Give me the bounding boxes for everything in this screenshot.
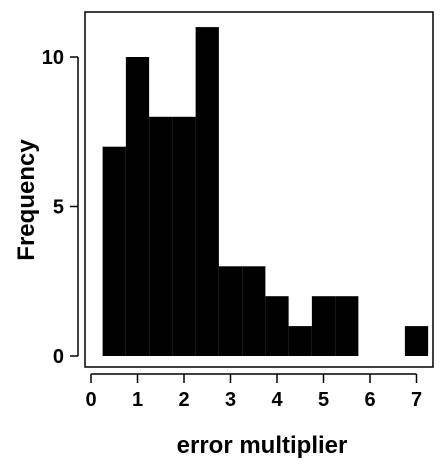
histogram-bar <box>288 326 312 356</box>
histogram-bar <box>125 57 150 356</box>
histogram-bar <box>311 296 336 356</box>
histogram-bar <box>242 266 266 356</box>
histogram-bar <box>335 296 359 356</box>
histogram-bar <box>149 116 173 356</box>
x-tick-label: 4 <box>271 389 283 411</box>
histogram-bars <box>102 27 429 356</box>
y-tick-label: 0 <box>53 346 64 368</box>
histogram-bar <box>404 326 429 356</box>
y-tick-label: 10 <box>42 47 64 69</box>
x-tick-label: 1 <box>132 389 143 411</box>
plot-frame <box>84 11 434 368</box>
histogram-bar <box>102 146 126 356</box>
x-tick-label: 3 <box>225 389 236 411</box>
histogram-bar <box>195 27 219 356</box>
y-tick-label: 5 <box>53 197 64 219</box>
histogram-bar <box>218 266 243 356</box>
x-axis-title: error multiplier <box>177 432 348 459</box>
histogram-bar <box>172 116 196 356</box>
y-axis-title: Frequency <box>13 139 40 261</box>
histogram-bar <box>265 296 289 356</box>
x-axis: 0 1 2 3 4 5 6 7 <box>85 373 422 411</box>
x-tick-label: 5 <box>318 389 329 411</box>
x-tick-label: 2 <box>178 389 189 411</box>
x-tick-label: 6 <box>364 389 375 411</box>
x-tick-label: 7 <box>411 389 422 411</box>
x-tick-label: 0 <box>85 389 96 411</box>
y-axis: 0 5 10 <box>42 47 79 368</box>
